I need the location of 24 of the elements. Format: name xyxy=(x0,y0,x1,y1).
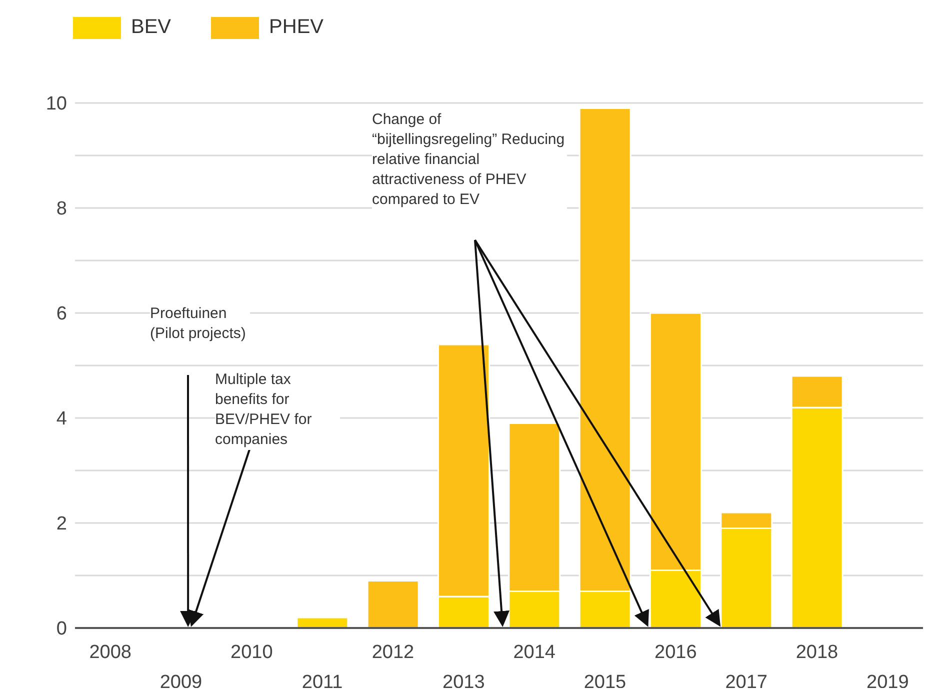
x-tick-label: 2010 xyxy=(230,642,273,663)
annotation: Proeftuinen (Pilot projects) xyxy=(150,304,250,344)
legend-label: PHEV xyxy=(268,16,324,39)
legend-label: BEV xyxy=(130,16,172,39)
x-tick-label: 2008 xyxy=(89,642,132,663)
y-tick-label: 0 xyxy=(56,618,67,640)
y-tick-label: 4 xyxy=(56,408,68,430)
x-tick-label: 2012 xyxy=(372,642,414,663)
annotation: Change of “bijtellingsregeling” Reducing relative financial attractiveness of PHEV compared to EV xyxy=(372,110,567,210)
x-tick-label: 2014 xyxy=(513,642,556,663)
x-tick-label: 2011 xyxy=(302,672,343,693)
x-tick-label: 2015 xyxy=(584,672,626,693)
x-tick-label: 2018 xyxy=(796,642,838,663)
x-tick-label: 2009 xyxy=(160,672,202,693)
y-tick-label: 6 xyxy=(56,304,67,325)
x-tick-label: 2016 xyxy=(654,642,697,663)
y-tick-label: 8 xyxy=(56,198,67,220)
y-tick-label: 10 xyxy=(46,94,67,115)
x-tick-label: 2013 xyxy=(442,672,485,693)
x-tick-label: 2019 xyxy=(866,672,909,693)
annotation: Multiple tax benefits for BEV/PHEV for companies xyxy=(215,370,340,450)
x-tick-label: 2017 xyxy=(725,672,768,693)
bar xyxy=(366,580,420,628)
y-tick-label: 2 xyxy=(56,514,67,535)
